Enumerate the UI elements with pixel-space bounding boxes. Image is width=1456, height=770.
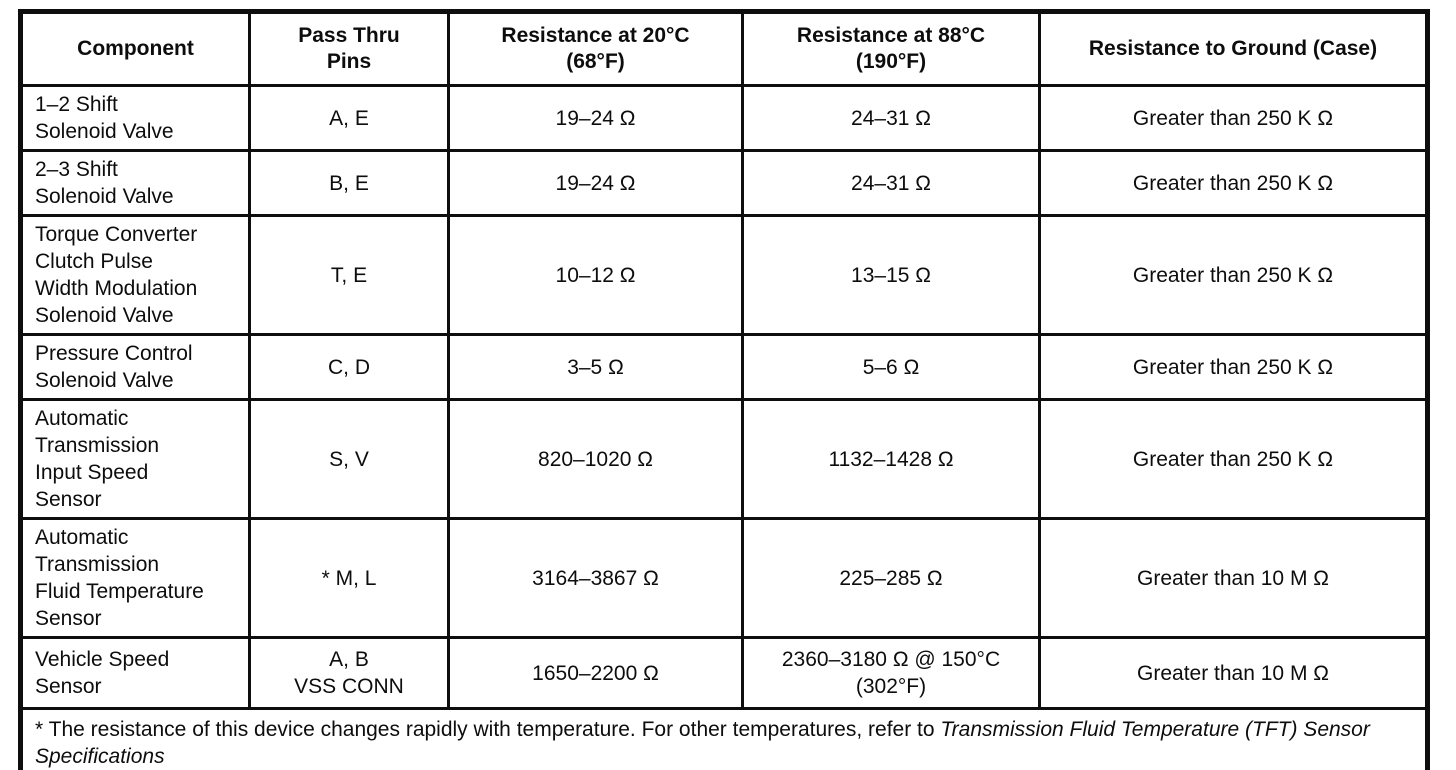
pins-cell: A, B VSS CONN: [248, 636, 450, 710]
resistance-20c-cell: 10–12 Ω: [447, 214, 744, 336]
resistance-ground-cell: Greater than 10 M Ω: [1038, 636, 1429, 710]
resistance-88c-cell: 5–6 Ω: [741, 333, 1041, 401]
table-row: Pressure Control Solenoid Valve C, D 3–5…: [19, 333, 1429, 401]
table-header: Component Pass Thru Pins Resistance at 2…: [19, 10, 1429, 87]
resistance-88c-cell: 1132–1428 Ω: [741, 398, 1041, 520]
footnote-text: * The resistance of this device changes …: [35, 718, 941, 741]
column-header-pass-thru-pins: Pass Thru Pins: [248, 10, 450, 87]
column-header-resistance-20c: Resistance at 20°C (68°F): [447, 10, 744, 87]
pins-cell: C, D: [248, 333, 450, 401]
resistance-20c-cell: 3–5 Ω: [447, 333, 744, 401]
footnote-row: * The resistance of this device changes …: [19, 707, 1429, 770]
component-cell: Automatic Transmission Fluid Temperature…: [19, 517, 251, 639]
resistance-ground-cell: Greater than 10 M Ω: [1038, 517, 1429, 639]
resistance-ground-cell: Greater than 250 K Ω: [1038, 214, 1429, 336]
footnote-cell: * The resistance of this device changes …: [19, 707, 1429, 770]
pins-cell: S, V: [248, 398, 450, 520]
table-row: 2–3 Shift Solenoid Valve B, E 19–24 Ω 24…: [19, 149, 1429, 217]
resistance-ground-cell: Greater than 250 K Ω: [1038, 84, 1429, 152]
component-cell: Torque Converter Clutch Pulse Width Modu…: [19, 214, 251, 336]
resistance-88c-cell: 13–15 Ω: [741, 214, 1041, 336]
column-header-resistance-to-ground: Resistance to Ground (Case): [1038, 10, 1429, 87]
resistance-88c-cell: 2360–3180 Ω @ 150°C (302°F): [741, 636, 1041, 710]
resistance-20c-cell: 1650–2200 Ω: [447, 636, 744, 710]
resistance-88c-cell: 225–285 Ω: [741, 517, 1041, 639]
component-cell: Automatic Transmission Input Speed Senso…: [19, 398, 251, 520]
pins-cell: B, E: [248, 149, 450, 217]
pins-cell: * M, L: [248, 517, 450, 639]
column-header-component: Component: [19, 10, 251, 87]
resistance-20c-cell: 19–24 Ω: [447, 84, 744, 152]
resistance-20c-cell: 3164–3867 Ω: [447, 517, 744, 639]
resistance-88c-cell: 24–31 Ω: [741, 84, 1041, 152]
resistance-ground-cell: Greater than 250 K Ω: [1038, 149, 1429, 217]
component-cell: 2–3 Shift Solenoid Valve: [19, 149, 251, 217]
table-row: Automatic Transmission Input Speed Senso…: [19, 398, 1429, 520]
resistance-specification-table: Component Pass Thru Pins Resistance at 2…: [18, 9, 1430, 770]
resistance-20c-cell: 19–24 Ω: [447, 149, 744, 217]
component-cell: 1–2 Shift Solenoid Valve: [19, 84, 251, 152]
footnote-reference-title: Transmission Fluid Temperature (TFT) Sen…: [35, 718, 1370, 768]
table-row: Automatic Transmission Fluid Temperature…: [19, 517, 1429, 639]
resistance-ground-cell: Greater than 250 K Ω: [1038, 398, 1429, 520]
component-cell: Vehicle Speed Sensor: [19, 636, 251, 710]
resistance-ground-cell: Greater than 250 K Ω: [1038, 333, 1429, 401]
column-header-resistance-88c: Resistance at 88°C (190°F): [741, 10, 1041, 87]
table-body: 1–2 Shift Solenoid Valve A, E 19–24 Ω 24…: [19, 84, 1429, 710]
resistance-88c-cell: 24–31 Ω: [741, 149, 1041, 217]
table-row: Vehicle Speed Sensor A, B VSS CONN 1650–…: [19, 636, 1429, 710]
header-row: Component Pass Thru Pins Resistance at 2…: [19, 10, 1429, 87]
table-row: 1–2 Shift Solenoid Valve A, E 19–24 Ω 24…: [19, 84, 1429, 152]
pins-cell: T, E: [248, 214, 450, 336]
table-row: Torque Converter Clutch Pulse Width Modu…: [19, 214, 1429, 336]
pins-cell: A, E: [248, 84, 450, 152]
component-cell: Pressure Control Solenoid Valve: [19, 333, 251, 401]
resistance-20c-cell: 820–1020 Ω: [447, 398, 744, 520]
table-footer: * The resistance of this device changes …: [19, 707, 1429, 770]
